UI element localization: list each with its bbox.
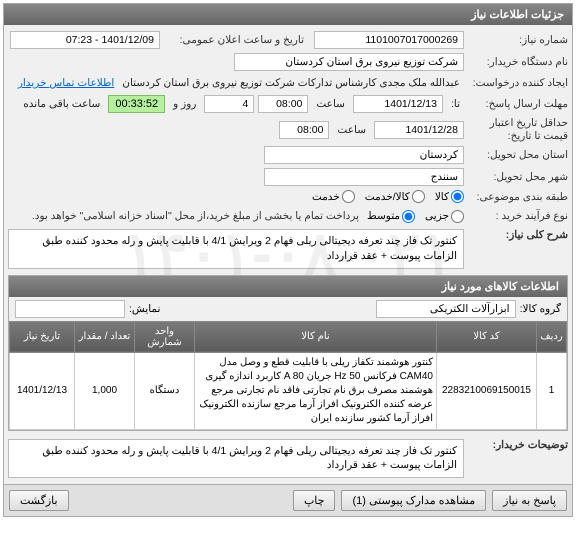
validity-label-2: قیمت تا تاریخ: — [508, 130, 568, 142]
pt-partial-option[interactable]: جزیی — [425, 210, 464, 223]
validity-label: حداقل تاریخ اعتبار قیمت تا تاریخ: — [468, 117, 568, 142]
city-value: سنندج — [264, 168, 464, 186]
pt-medium-option[interactable]: متوسط — [367, 210, 415, 223]
goods-panel-title: اطلاعات کالاهای مورد نیاز — [9, 276, 567, 297]
attachments-button[interactable]: مشاهده مدارک پیوستی (1) — [341, 490, 486, 511]
buyer-notes-value: کنتور تک فاز چند تعرفه دیجیتالی ریلی فها… — [8, 439, 464, 478]
row-location: استان محل تحویل: کردستان — [8, 144, 568, 166]
goods-table: ردیف کد کالا نام کالا واحد شمارش تعداد /… — [9, 321, 567, 430]
group-value: ابزارآلات الکتریکی — [376, 300, 516, 318]
row-category: طبقه بندی موضوعی: کالا کالا/خدمت خدمت — [8, 188, 568, 205]
row-buyer-name: نام دستگاه خریدار: شرکت توزیع نیروی برق … — [8, 51, 568, 73]
cat-goods-radio[interactable] — [451, 190, 464, 203]
validity-label-1: حداقل تاریخ اعتبار — [490, 117, 568, 129]
creator-value: عبدالله ملک مجدی کارشناس تدارکات شرکت تو… — [118, 75, 464, 91]
overall-desc-label: شرح کلی نیاز: — [468, 229, 568, 241]
public-announce-label: تاریخ و ساعت اعلان عمومی: — [164, 34, 304, 46]
pt-medium-radio[interactable] — [402, 210, 415, 223]
back-button[interactable]: بازگشت — [9, 490, 69, 511]
cat-service-only-radio[interactable] — [342, 190, 355, 203]
form-body: ۱۴۰۱-۰۸-۰۲۱ شماره نیاز: 1101007017000269… — [4, 25, 572, 484]
pt-partial-label: جزیی — [425, 210, 449, 222]
print-button[interactable]: چاپ — [293, 490, 336, 511]
goods-panel: اطلاعات کالاهای مورد نیاز گروه کالا: ابز… — [8, 275, 568, 431]
display-filter-input[interactable] — [15, 300, 125, 318]
buyer-contact-link[interactable]: اطلاعات تماس خریدار — [18, 77, 114, 89]
countdown-timer: 00:33:52 — [108, 95, 165, 113]
category-label: طبقه بندی موضوعی: — [468, 191, 568, 203]
table-header-row: ردیف کد کالا نام کالا واحد شمارش تعداد /… — [10, 321, 567, 352]
creator-label: ایجاد کننده درخواست: — [468, 77, 568, 89]
row-buyer-notes: توضیحات خریدار: کنتور تک فاز چند تعرفه د… — [8, 437, 568, 480]
table-row: 1 2283210069150015 کنتور هوشمند تکفاز ری… — [10, 352, 567, 429]
col-qty: تعداد / مقدار — [75, 321, 135, 352]
deadline-time: 08:00 — [258, 95, 308, 113]
cat-service-radio[interactable] — [412, 190, 425, 203]
cell-row: 1 — [537, 352, 567, 429]
cat-service-only-option[interactable]: خدمت — [312, 190, 355, 203]
pt-partial-radio[interactable] — [451, 210, 464, 223]
cat-service-only-label: خدمت — [312, 191, 340, 203]
button-bar: پاسخ به نیاز مشاهده مدارک پیوستی (1) چاپ… — [4, 484, 572, 516]
purchase-type-radio-group: جزیی متوسط — [367, 210, 464, 223]
row-creator: ایجاد کننده درخواست: عبدالله ملک مجدی کا… — [8, 73, 568, 93]
buyer-notes-label: توضیحات خریدار: — [468, 439, 568, 451]
cell-name: کنتور هوشمند تکفاز ریلی با قابلیت قطع و … — [195, 352, 437, 429]
reply-button[interactable]: پاسخ به نیاز — [492, 490, 567, 511]
deadline-label: مهلت ارسال پاسخ: — [468, 98, 568, 110]
row-need-number: شماره نیاز: 1101007017000269 تاریخ و ساع… — [8, 29, 568, 51]
location-value: کردستان — [264, 146, 464, 164]
buyer-name-label: نام دستگاه خریدار: — [468, 56, 568, 68]
main-panel: جزئیات اطلاعات نیاز ۱۴۰۱-۰۸-۰۲۱ شماره نی… — [3, 3, 573, 517]
col-code: کد کالا — [437, 321, 537, 352]
cat-service-label: کالا/خدمت — [365, 191, 410, 203]
need-number-value: 1101007017000269 — [314, 31, 464, 49]
overall-desc-value: کنتور تک فاز چند تعرفه دیجیتالی ریلی فها… — [8, 229, 464, 268]
purchase-type-label: نوع فرآیند خرید : — [468, 210, 568, 222]
cell-date: 1401/12/13 — [10, 352, 75, 429]
location-label: استان محل تحویل: — [468, 149, 568, 161]
row-deadline: مهلت ارسال پاسخ: تا: 1401/12/13 ساعت 08:… — [8, 93, 568, 115]
cat-service-option[interactable]: کالا/خدمت — [365, 190, 425, 203]
days-count: 4 — [204, 95, 254, 113]
group-label: گروه کالا: — [520, 303, 561, 315]
payment-note: پرداخت تمام یا بخشی از مبلغ خرید،از محل … — [28, 207, 363, 225]
city-label: شهر محل تحویل: — [468, 171, 568, 183]
display-label: نمایش: — [129, 303, 160, 315]
need-number-label: شماره نیاز: — [468, 34, 568, 46]
panel-title: جزئیات اطلاعات نیاز — [4, 4, 572, 25]
cell-unit: دستگاه — [135, 352, 195, 429]
remaining-text: ساعت باقی مانده — [19, 96, 104, 112]
time-label-2: ساعت — [333, 122, 370, 138]
row-city: شهر محل تحویل: سنندج — [8, 166, 568, 188]
btn-spacer — [75, 490, 287, 511]
pt-medium-label: متوسط — [367, 210, 400, 222]
time-label-1: ساعت — [312, 96, 349, 112]
validity-date: 1401/12/28 — [374, 121, 464, 139]
category-radio-group: کالا کالا/خدمت خدمت — [312, 190, 464, 203]
cell-code: 2283210069150015 — [437, 352, 537, 429]
col-row: ردیف — [537, 321, 567, 352]
validity-time: 08:00 — [279, 121, 329, 139]
cat-goods-label: کالا — [435, 191, 449, 203]
deadline-prefix: تا: — [447, 96, 464, 112]
buyer-name-value: شرکت توزیع نیروی برق استان کردستان — [234, 53, 464, 71]
col-name: نام کالا — [195, 321, 437, 352]
col-unit: واحد شمارش — [135, 321, 195, 352]
deadline-date: 1401/12/13 — [353, 95, 443, 113]
col-date: تاریخ نیاز — [10, 321, 75, 352]
cat-goods-option[interactable]: کالا — [435, 190, 464, 203]
days-text: روز و — [169, 96, 200, 112]
goods-filter-row: گروه کالا: ابزارآلات الکتریکی نمایش: — [9, 297, 567, 321]
row-purchase-type: نوع فرآیند خرید : جزیی متوسط پرداخت تمام… — [8, 205, 568, 227]
row-overall-desc: شرح کلی نیاز: کنتور تک فاز چند تعرفه دیج… — [8, 227, 568, 270]
cell-qty: 1,000 — [75, 352, 135, 429]
public-announce-value: 1401/12/09 - 07:23 — [10, 31, 160, 49]
row-validity: حداقل تاریخ اعتبار قیمت تا تاریخ: 1401/1… — [8, 115, 568, 144]
